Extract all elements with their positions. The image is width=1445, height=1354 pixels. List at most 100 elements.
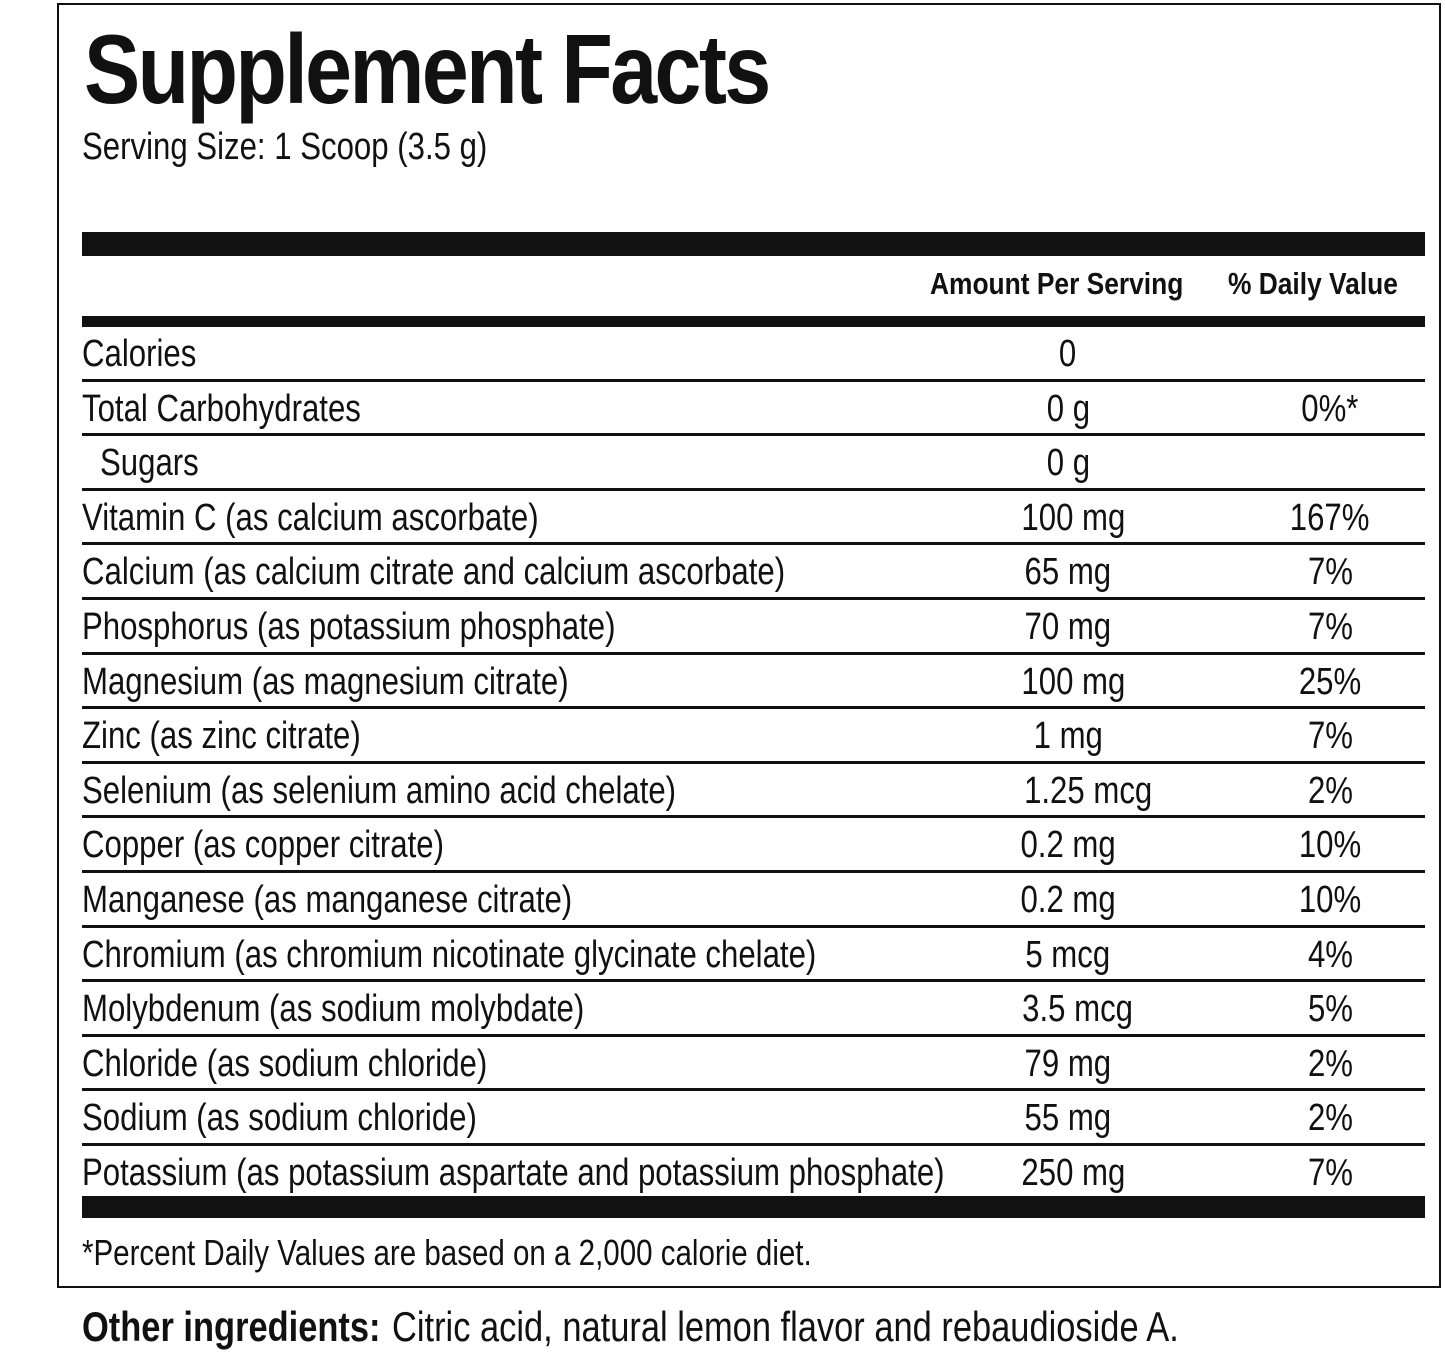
table-row: Zinc (as zinc citrate) 1 mg 7% — [82, 709, 1425, 764]
table-row: Copper (as copper citrate) 0.2 mg 10% — [82, 818, 1425, 873]
nutrient-name: Vitamin C (as calcium ascorbate) — [82, 496, 539, 539]
thick-divider-header — [82, 316, 1425, 327]
other-ingredients-text: Citric acid, natural lemon flavor and re… — [391, 1303, 1179, 1350]
nutrient-name: Magnesium (as magnesium citrate) — [82, 660, 569, 703]
nutrient-amount-cell: 5 mcg — [1010, 936, 1126, 974]
table-row: Calcium (as calcium citrate and calcium … — [82, 545, 1425, 600]
column-header-daily-value: % Daily Value — [1228, 266, 1398, 301]
nutrient-amount-cell: 1.25 mcg — [1010, 772, 1152, 810]
nutrient-daily-value-cell — [1272, 335, 1388, 373]
panel-title: Supplement Facts — [84, 14, 771, 124]
nutrient-amount: 0.2 mg — [1020, 878, 1116, 921]
nutrient-daily-value: 2% — [1307, 1042, 1353, 1085]
table-row: Chloride (as sodium chloride) 79 mg 2% — [82, 1037, 1425, 1092]
serving-size: Serving Size: 1 Scoop (3.5 g) — [82, 126, 488, 168]
other-ingredients: Other ingredients: Citric acid, natural l… — [82, 1306, 1179, 1348]
table-row: Potassium (as potassium aspartate and po… — [82, 1146, 1425, 1198]
table-row: Manganese (as manganese citrate) 0.2 mg 10… — [82, 873, 1425, 928]
nutrient-daily-value-cell: 2% — [1272, 1045, 1388, 1083]
nutrient-amount-cell: 0 g — [1010, 444, 1126, 482]
nutrient-daily-value-cell: 10% — [1272, 881, 1388, 919]
nutrient-name: Manganese (as manganese citrate) — [82, 878, 573, 921]
nutrient-name: Phosphorus (as potassium phosphate) — [82, 605, 616, 648]
nutrient-name: Calories — [82, 333, 197, 375]
nutrient-daily-value: 0%* — [1301, 387, 1359, 430]
table-row: Sugars 0 g — [82, 436, 1425, 491]
supplement-facts-panel — [57, 3, 1441, 1288]
nutrient-amount: 1.25 mcg — [1024, 769, 1153, 812]
nutrient-daily-value: 2% — [1307, 769, 1353, 812]
nutrient-amount: 0.2 mg — [1020, 824, 1116, 867]
nutrient-daily-value-cell: 7% — [1272, 1154, 1388, 1192]
thick-divider-top — [82, 232, 1425, 256]
nutrient-daily-value-cell: 4% — [1272, 936, 1388, 974]
nutrient-daily-value-cell: 25% — [1272, 663, 1388, 701]
nutrient-amount: 0 g — [1046, 387, 1090, 430]
nutrient-daily-value-cell: 5% — [1272, 990, 1388, 1028]
other-ingredients-label: Other ingredients: — [82, 1303, 381, 1350]
nutrient-amount: 3.5 mcg — [1022, 988, 1134, 1031]
column-header-amount: Amount Per Serving — [930, 266, 1184, 301]
nutrient-amount: 1 mg — [1033, 715, 1103, 758]
nutrient-daily-value: 7% — [1307, 1151, 1353, 1194]
nutrient-name: Total Carbohydrates — [82, 387, 361, 430]
nutrient-amount: 0 — [1059, 333, 1077, 375]
nutrient-daily-value: 10% — [1298, 878, 1362, 921]
nutrient-name: Copper (as copper citrate) — [82, 824, 444, 867]
nutrient-amount: 79 mg — [1024, 1042, 1112, 1085]
nutrient-daily-value: 4% — [1307, 933, 1353, 976]
nutrient-amount: 70 mg — [1024, 605, 1112, 648]
nutrient-name: Zinc (as zinc citrate) — [82, 715, 361, 758]
nutrient-daily-value-cell: 2% — [1272, 772, 1388, 810]
nutrient-amount: 55 mg — [1024, 1097, 1112, 1140]
nutrient-amount-cell: 0 g — [1010, 390, 1126, 428]
nutrient-name: Chloride (as sodium chloride) — [82, 1042, 488, 1085]
table-row: Total Carbohydrates 0 g 0%* — [82, 382, 1425, 437]
nutrient-amount-cell: 0.2 mg — [1010, 826, 1126, 864]
nutrient-daily-value: 7% — [1307, 605, 1353, 648]
nutrient-amount-cell: 100 mg — [1010, 499, 1126, 537]
thick-divider-bottom — [82, 1196, 1425, 1218]
nutrient-daily-value-cell: 7% — [1272, 553, 1388, 591]
nutrient-daily-value: 5% — [1307, 988, 1353, 1031]
nutrient-daily-value-cell: 10% — [1272, 826, 1388, 864]
nutrient-table: Calories 0 Total Carbohydrates 0 g 0%* Sugars… — [82, 327, 1425, 1198]
nutrient-amount-cell: 79 mg — [1010, 1045, 1126, 1083]
nutrient-amount-cell: 3.5 mcg — [1010, 990, 1133, 1028]
nutrient-amount-cell: 70 mg — [1010, 608, 1126, 646]
nutrient-daily-value-cell: 2% — [1272, 1099, 1388, 1137]
nutrient-daily-value: 2% — [1307, 1097, 1353, 1140]
nutrient-daily-value: 7% — [1307, 551, 1353, 594]
nutrient-amount-cell: 0 — [1010, 335, 1126, 373]
nutrient-name: Calcium (as calcium citrate and calcium … — [82, 551, 786, 594]
nutrient-daily-value: 7% — [1307, 715, 1353, 758]
nutrient-amount-cell: 55 mg — [1010, 1099, 1126, 1137]
nutrient-amount: 250 mg — [1021, 1151, 1126, 1194]
footnote: *Percent Daily Values are based on a 2,0… — [82, 1232, 812, 1273]
nutrient-daily-value-cell: 167% — [1272, 499, 1388, 537]
nutrient-daily-value-cell: 0%* — [1272, 390, 1388, 428]
nutrient-amount-cell: 100 mg — [1010, 663, 1126, 701]
nutrient-name: Sodium (as sodium chloride) — [82, 1097, 477, 1140]
table-row: Vitamin C (as calcium ascorbate) 100 mg 16… — [82, 491, 1425, 546]
nutrient-daily-value: 10% — [1298, 824, 1362, 867]
table-row: Calories 0 — [82, 327, 1425, 382]
nutrient-daily-value-cell: 7% — [1272, 717, 1388, 755]
nutrient-amount: 100 mg — [1021, 660, 1126, 703]
nutrient-name: Potassium (as potassium aspartate and po… — [82, 1151, 945, 1194]
nutrient-amount: 0 g — [1046, 442, 1090, 485]
table-row: Chromium (as chromium nicotinate glycina… — [82, 928, 1425, 983]
nutrient-daily-value-cell: 7% — [1272, 608, 1388, 646]
nutrient-name: Sugars — [100, 442, 199, 485]
table-row: Phosphorus (as potassium phosphate) 70 mg… — [82, 600, 1425, 655]
nutrient-amount-cell: 1 mg — [1010, 717, 1126, 755]
nutrient-amount: 5 mcg — [1025, 933, 1111, 976]
nutrient-amount-cell: 0.2 mg — [1010, 881, 1126, 919]
table-row: Molybdenum (as sodium molybdate) 3.5 mcg 5… — [82, 982, 1425, 1037]
nutrient-name: Selenium (as selenium amino acid chelate… — [82, 769, 677, 812]
nutrient-amount: 65 mg — [1024, 551, 1112, 594]
table-row: Selenium (as selenium amino acid chelate… — [82, 764, 1425, 819]
nutrient-daily-value: 25% — [1298, 660, 1362, 703]
nutrient-amount-cell: 250 mg — [1010, 1154, 1126, 1192]
nutrient-amount: 100 mg — [1021, 496, 1126, 539]
